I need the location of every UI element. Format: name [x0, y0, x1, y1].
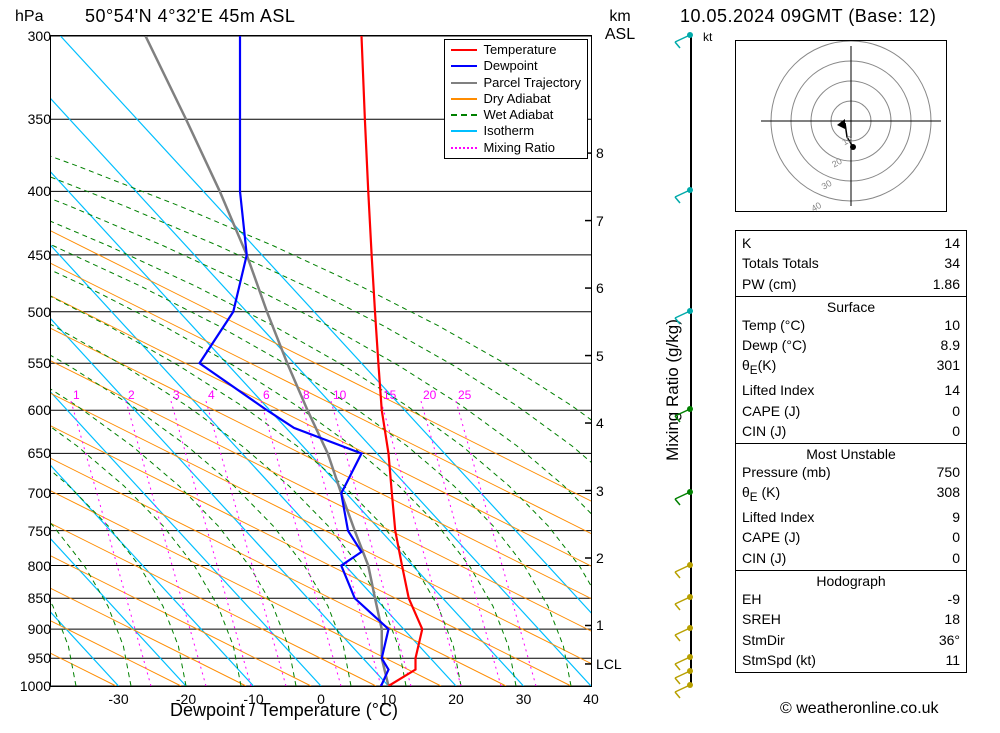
- svg-text:15: 15: [383, 388, 397, 402]
- svg-text:4: 4: [208, 388, 215, 402]
- pw-value: 1.86: [933, 274, 960, 294]
- y-axis-left-label: hPa: [15, 8, 43, 26]
- mixing-ratio-label: Mixing Ratio (g/kg): [663, 319, 683, 461]
- pw-label: PW (cm): [742, 274, 796, 294]
- hodograph-plot: 10203040: [735, 40, 947, 212]
- svg-text:20: 20: [830, 156, 844, 170]
- k-index-label: K: [742, 233, 751, 253]
- credit-text: © weatheronline.co.uk: [780, 700, 939, 718]
- most-unstable-header: Most Unstable: [742, 446, 960, 462]
- tt-label: Totals Totals: [742, 253, 819, 273]
- y-axis-right-label: kmASL: [600, 8, 640, 44]
- wind-barb-column: [690, 35, 692, 685]
- svg-text:30: 30: [820, 178, 834, 192]
- skew-t-diagram: 50°54'N 4°32'E 45m ASL 10.05.2024 09GMT …: [0, 0, 1000, 733]
- location-title: 50°54'N 4°32'E 45m ASL: [85, 6, 295, 27]
- svg-text:10: 10: [333, 388, 347, 402]
- svg-text:6: 6: [263, 388, 270, 402]
- k-index-value: 14: [944, 233, 960, 253]
- svg-text:20: 20: [423, 388, 437, 402]
- surface-header: Surface: [742, 299, 960, 315]
- indices-panel: K14 Totals Totals34 PW (cm)1.86 Surface …: [735, 230, 967, 673]
- svg-text:1: 1: [73, 388, 80, 402]
- skew-t-plot-area: 12346810152025 TemperatureDewpointParcel…: [50, 35, 592, 687]
- tt-value: 34: [944, 253, 960, 273]
- svg-text:2: 2: [128, 388, 135, 402]
- svg-text:25: 25: [458, 388, 472, 402]
- svg-text:3: 3: [173, 388, 180, 402]
- svg-text:40: 40: [809, 200, 823, 211]
- chart-legend: TemperatureDewpointParcel TrajectoryDry …: [444, 39, 588, 159]
- hodograph-header: Hodograph: [742, 573, 960, 589]
- hodograph-svg: 10203040: [736, 41, 946, 211]
- datetime-title: 10.05.2024 09GMT (Base: 12): [680, 6, 936, 27]
